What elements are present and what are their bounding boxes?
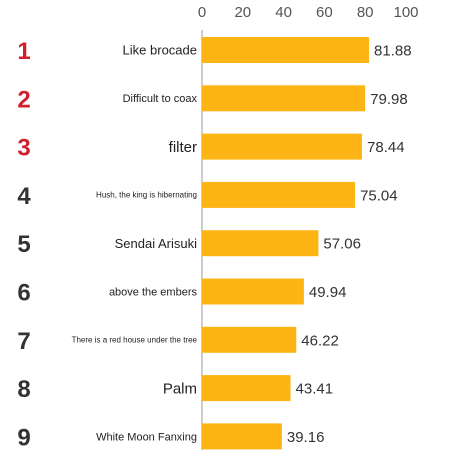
value-label: 75.04 — [360, 187, 398, 204]
bar — [202, 230, 319, 257]
bar — [202, 37, 370, 63]
rank-number: 2 — [17, 86, 30, 113]
rank-number: 8 — [17, 376, 30, 403]
value-labels-group: 81.88 79.98 78.44 75.04 57.06 49.94 46.22 43.41… — [287, 43, 412, 446]
rank-number: 6 — [17, 280, 30, 307]
category-label: above the embers — [109, 286, 198, 298]
value-label: 39.16 — [287, 429, 325, 446]
bars-group — [202, 37, 370, 450]
bar — [202, 133, 363, 160]
bar — [202, 278, 304, 305]
value-label: 46.22 — [301, 332, 339, 349]
x-tick-label: 80 — [357, 4, 374, 21]
value-label: 49.94 — [309, 284, 347, 301]
rank-number: 5 — [17, 231, 30, 258]
rank-number: 4 — [17, 183, 31, 210]
category-label: Sendai Arisuki — [115, 236, 197, 251]
category-label: Like brocade — [123, 43, 197, 58]
category-label: Palm — [163, 380, 197, 397]
category-label: White Moon Fanxing — [96, 431, 197, 443]
category-label: There is a red house under the tree — [72, 336, 198, 345]
rank-number: 9 — [17, 424, 30, 450]
rank-number: 1 — [17, 38, 30, 65]
rank-number: 7 — [17, 328, 30, 355]
rank-number: 3 — [17, 135, 30, 162]
x-tick-label: 60 — [316, 4, 333, 21]
x-tick-label: 20 — [234, 4, 251, 21]
category-label: filter — [169, 139, 197, 156]
bar — [202, 423, 282, 450]
bar — [202, 181, 356, 208]
value-label: 81.88 — [374, 43, 412, 60]
x-tick-label: 100 — [393, 4, 418, 21]
x-tick-label: 40 — [275, 4, 292, 21]
value-label: 78.44 — [367, 139, 405, 156]
bar — [202, 85, 366, 112]
bar — [202, 326, 297, 353]
value-label: 43.41 — [296, 381, 334, 398]
category-label: Hush, the king is hibernating — [96, 191, 197, 200]
bar — [202, 375, 291, 402]
value-label: 57.06 — [323, 236, 361, 253]
x-tick-label: 0 — [198, 4, 206, 21]
category-labels-group: Like brocade Difficult to coax filter Hush,… — [72, 43, 198, 444]
category-label: Difficult to coax — [123, 93, 198, 105]
rank-numbers-group: 1 2 3 4 5 6 7 8 9 — [17, 38, 31, 450]
value-label: 79.98 — [370, 91, 408, 108]
